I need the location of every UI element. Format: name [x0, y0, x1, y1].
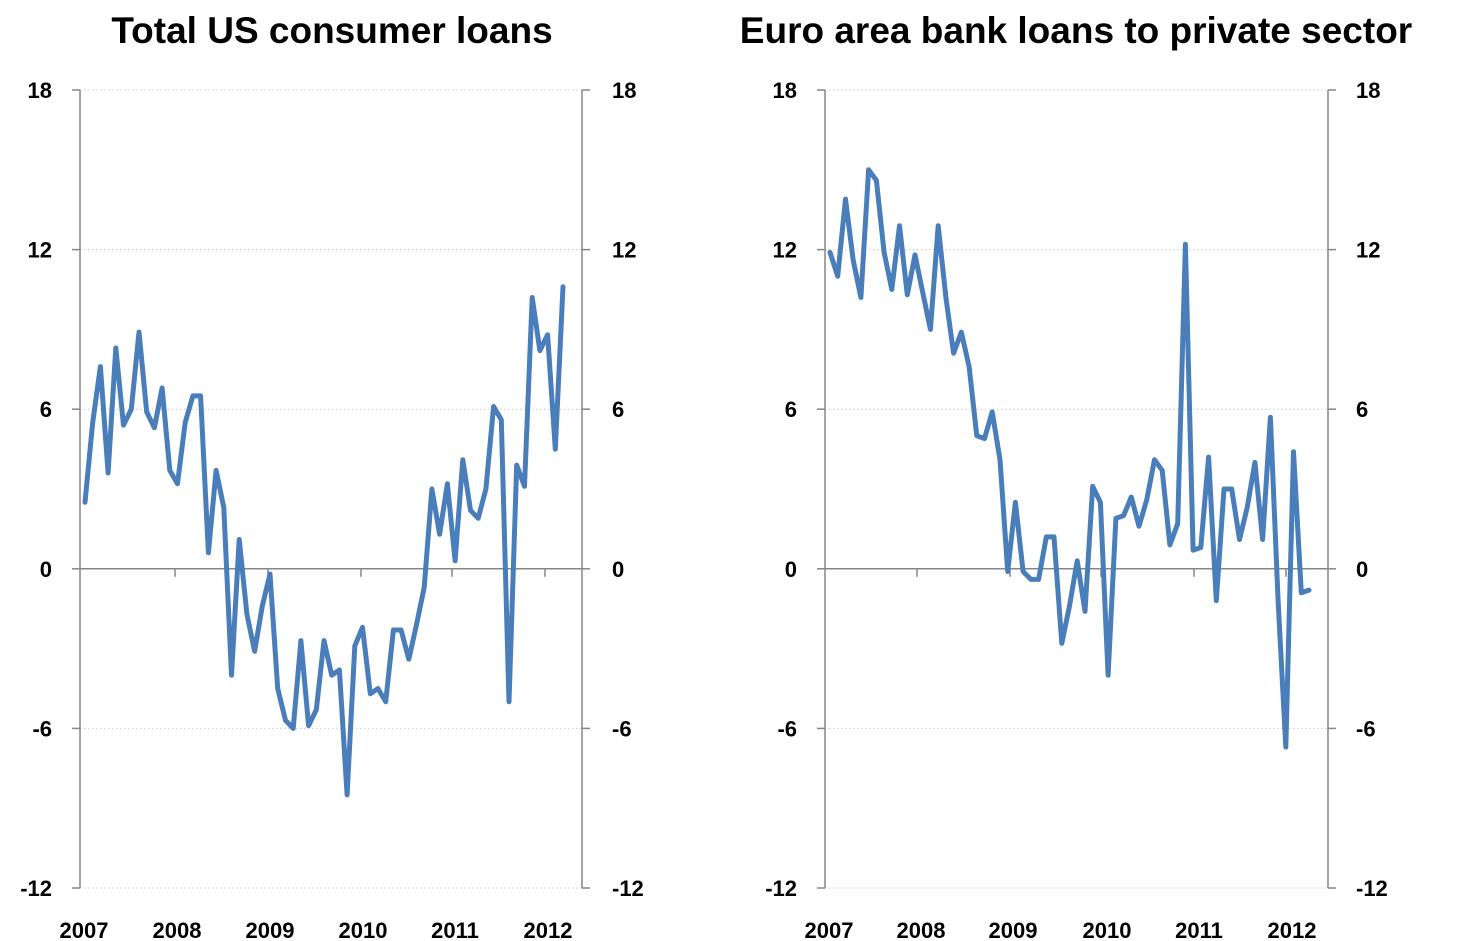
- y-tick-label-left: -12: [20, 876, 52, 901]
- x-tick-label: 2007: [805, 918, 854, 941]
- y-tick-label-left: 12: [28, 238, 52, 263]
- y-tick-label-left: 18: [28, 78, 52, 103]
- y-tick-label-left: 6: [785, 397, 797, 422]
- x-tick-label: 2008: [153, 918, 202, 941]
- x-tick-label: 2007: [60, 918, 109, 941]
- x-tick-label: 2012: [1268, 918, 1317, 941]
- y-tick-label-left: -6: [777, 716, 797, 741]
- y-tick-label-right: -6: [1356, 716, 1376, 741]
- y-tick-label-right: 6: [1356, 397, 1368, 422]
- data-series-line: [827, 167, 1312, 750]
- y-tick-label-right: -12: [612, 876, 644, 901]
- chart-title: Total US consumer loans: [111, 10, 552, 51]
- x-tick-label: 2010: [1083, 918, 1132, 941]
- data-series-line: [82, 284, 566, 798]
- x-tick-label: 2011: [1175, 918, 1223, 941]
- x-tick-label: 2009: [246, 918, 295, 941]
- y-tick-label-right: 18: [612, 78, 636, 103]
- y-tick-label-right: 0: [1356, 557, 1368, 582]
- chart-panel-euro-area-bank-loans: Euro area bank loans to private sector 18…: [740, 10, 1412, 941]
- y-tick-label-left: 18: [773, 78, 797, 103]
- x-tick-label: 2010: [339, 918, 388, 941]
- chart-title: Euro area bank loans to private sector: [740, 10, 1412, 51]
- y-tick-label-left: 12: [773, 238, 797, 263]
- y-tick-label-left: 0: [785, 557, 797, 582]
- y-tick-label-right: -12: [1356, 876, 1388, 901]
- y-tick-label-right: 12: [1356, 238, 1380, 263]
- x-tick-label: 2012: [524, 918, 573, 941]
- y-tick-label-left: -6: [32, 716, 52, 741]
- y-tick-label-right: 12: [612, 238, 636, 263]
- x-tick-label: 2008: [897, 918, 946, 941]
- y-tick-label-right: 0: [612, 557, 624, 582]
- chart-panel-us-consumer-loans: Total US consumer loans 18 18 12 12 6 6 0 0 -6 -6 -…: [20, 10, 644, 941]
- x-tick-label: 2011: [431, 918, 479, 941]
- x-tick-label: 2009: [989, 918, 1038, 941]
- y-tick-label-right: 6: [612, 397, 624, 422]
- y-tick-label-left: 0: [40, 557, 52, 582]
- y-tick-label-left: 6: [40, 397, 52, 422]
- y-tick-label-right: -6: [612, 716, 632, 741]
- y-tick-label-left: -12: [765, 876, 797, 901]
- y-tick-label-right: 18: [1356, 78, 1380, 103]
